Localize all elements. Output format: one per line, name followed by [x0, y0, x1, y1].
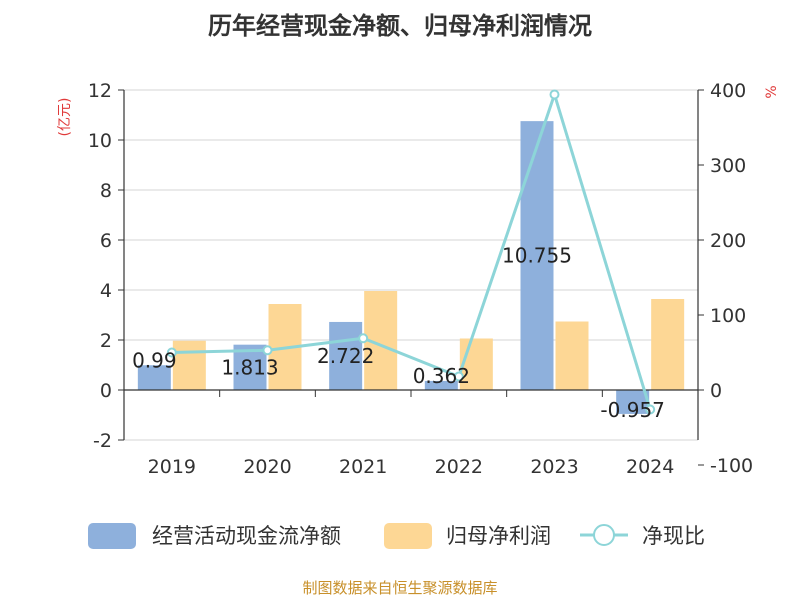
ratio-point	[453, 371, 464, 382]
legend: 经营活动现金流净额 归母净利润 净现比	[88, 523, 705, 549]
left-tick-label: 8	[100, 180, 112, 202]
right-tick-label: 400	[710, 80, 746, 102]
left-axis-unit: (亿元)	[57, 98, 73, 137]
ratio-point	[549, 89, 560, 100]
legend-label: 归母净利润	[446, 524, 551, 548]
left-tick-label: 2	[100, 330, 112, 352]
source-note: 制图数据来自恒生聚源数据库	[302, 579, 497, 597]
bar-data-label: 0.99	[132, 348, 177, 372]
legend-swatch	[88, 523, 136, 549]
bar	[329, 321, 363, 390]
chart-title: 历年经营现金净额、归母净利润情况	[208, 12, 592, 40]
ratio-point	[645, 404, 656, 415]
x-tick-label: 2024	[626, 456, 674, 478]
ratio-point	[262, 345, 273, 356]
right-axis-unit: %	[764, 85, 780, 98]
x-tick-label: 2023	[530, 456, 578, 478]
ratio-point	[166, 347, 177, 358]
bar	[520, 121, 554, 390]
right-tick-label: 300	[710, 155, 746, 177]
bar-data-label: -0.957	[600, 398, 664, 422]
gridlines	[124, 89, 698, 441]
bar	[651, 299, 685, 390]
legend-swatch	[384, 523, 432, 549]
data-labels: 0.99 1.813 2.722 0.362 10.755 -0.957	[132, 244, 665, 422]
legend-label: 净现比	[642, 524, 705, 548]
bar-data-label: 10.755	[502, 244, 572, 268]
left-tick-label: 0	[100, 380, 112, 402]
x-tick-label: 2021	[339, 456, 387, 478]
left-tick-label: 6	[100, 230, 112, 252]
left-tick-label: 4	[100, 280, 112, 302]
bar	[616, 390, 650, 414]
left-tick-label: 10	[88, 130, 112, 152]
ratio-line-path	[171, 93, 652, 410]
bar-data-label: 0.362	[413, 364, 470, 388]
bars	[137, 121, 685, 414]
bar	[424, 380, 458, 390]
legend-label: 经营活动现金流净额	[152, 524, 341, 548]
right-tick-label: 200	[710, 230, 746, 252]
right-tick-label: 0	[710, 380, 722, 402]
left-tick-label: 12	[88, 80, 112, 102]
ratio-point	[358, 333, 369, 344]
legend-marker	[593, 524, 615, 546]
right-tick-label: -100	[710, 455, 753, 477]
left-tick-label: -2	[93, 430, 112, 452]
x-tick-label: 2019	[148, 456, 196, 478]
bar	[555, 321, 589, 390]
bar-data-label: 2.722	[317, 344, 374, 368]
right-tick-label: 100	[710, 305, 746, 327]
x-tick-label: 2022	[435, 456, 483, 478]
bar	[172, 340, 206, 390]
ratio-line	[166, 89, 656, 415]
bar	[137, 365, 171, 390]
x-tick-label: 2020	[243, 456, 291, 478]
bar-data-label: 1.813	[221, 355, 278, 379]
bar	[459, 338, 493, 390]
axes: -2 0 2 4 6 8 10 12 -100 0 100 200 300 400 2019 2020 2021…	[88, 80, 753, 478]
